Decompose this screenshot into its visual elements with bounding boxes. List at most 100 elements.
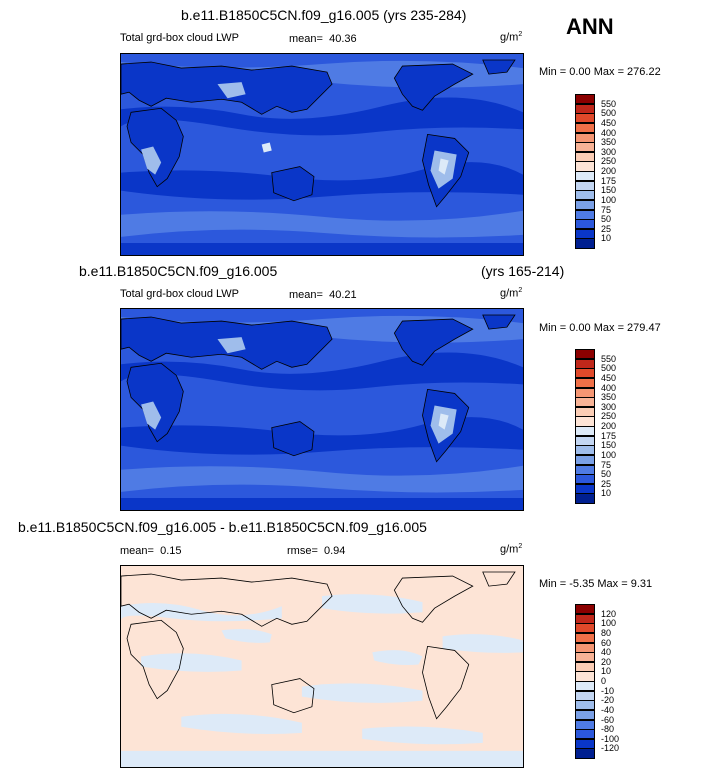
colorbar-label: 500 bbox=[601, 363, 617, 374]
colorbar-swatch bbox=[575, 435, 595, 446]
greenland bbox=[482, 59, 516, 75]
colorbar-swatch bbox=[575, 661, 595, 672]
colorbar-label: 400 bbox=[601, 127, 617, 138]
colorbar-swatch bbox=[575, 738, 595, 749]
panel1-mean: mean= 40.36 bbox=[289, 33, 357, 45]
colorbar-label: 350 bbox=[601, 392, 617, 403]
colorbar-label: 100 bbox=[601, 449, 617, 460]
colorbar-swatch bbox=[575, 729, 595, 740]
colorbar-label: 200 bbox=[601, 166, 617, 176]
panel2-title: b.e11.B1850C5CN.f09_g16.005 bbox=[79, 263, 278, 279]
panel3-rmse: rmse= 0.94 bbox=[287, 545, 345, 557]
colorbar-swatch bbox=[575, 493, 595, 504]
colorbar-swatch bbox=[575, 190, 595, 201]
colorbar-label: 250 bbox=[601, 411, 617, 422]
colorbar-label: -80 bbox=[601, 724, 615, 735]
colorbar-swatch bbox=[575, 349, 595, 360]
colorbar-label: 150 bbox=[601, 440, 617, 451]
australia bbox=[271, 421, 315, 457]
colorbar-swatch bbox=[575, 209, 595, 220]
panel3-map bbox=[120, 565, 524, 768]
colorbar-label: -10 bbox=[601, 685, 615, 696]
colorbar-label: 150 bbox=[601, 185, 617, 196]
panel1-colorbar: 550 500 450 400 350 300 250 200 175 150 100 75 50 25 1… bbox=[575, 94, 695, 249]
panel3-title: b.e11.B1850C5CN.f09_g16.005 - b.e11.B185… bbox=[18, 519, 427, 535]
panel1-units-base: g/m bbox=[500, 31, 519, 44]
panel3-mean-label: mean= bbox=[120, 545, 154, 557]
colorbar-label: 200 bbox=[601, 421, 617, 431]
colorbar-swatch bbox=[575, 709, 595, 720]
colorbar-swatch bbox=[575, 652, 595, 663]
north-america bbox=[393, 63, 474, 111]
colorbar-label: 450 bbox=[601, 372, 617, 383]
colorbar-swatch bbox=[575, 228, 595, 239]
africa bbox=[126, 362, 184, 443]
colorbar-swatch bbox=[575, 161, 595, 172]
colorbar-label: 50 bbox=[601, 469, 612, 480]
band-low-south bbox=[121, 417, 523, 455]
panel3-rmse-value: 0.94 bbox=[324, 545, 346, 557]
colorbar-label: 175 bbox=[601, 175, 617, 186]
diff-negative-patches bbox=[121, 594, 523, 767]
continents bbox=[121, 571, 516, 720]
land-max bbox=[261, 142, 449, 175]
panel2-units-base: g/m bbox=[500, 287, 519, 300]
colorbar-swatch bbox=[575, 199, 595, 210]
panel3-units: g/m2 bbox=[500, 543, 522, 556]
colorbar-swatch bbox=[575, 377, 595, 388]
colorbar-swatch bbox=[575, 671, 595, 682]
colorbar-label: -120 bbox=[601, 743, 620, 754]
colorbar-swatch bbox=[575, 483, 595, 494]
colorbar-label: 250 bbox=[601, 156, 617, 167]
colorbar-label: 400 bbox=[601, 382, 617, 393]
colorbar-label: 80 bbox=[601, 627, 612, 638]
panel3-units-exp: 2 bbox=[518, 543, 523, 550]
colorbar-label: 550 bbox=[601, 353, 617, 364]
colorbar-label: 300 bbox=[601, 146, 617, 157]
colorbar-label: 0 bbox=[601, 676, 607, 686]
colorbar-swatch bbox=[575, 623, 595, 634]
colorbar-swatch bbox=[575, 180, 595, 191]
colorbar-swatch bbox=[575, 700, 595, 711]
colorbar-swatch bbox=[575, 416, 595, 427]
land-max bbox=[438, 413, 449, 430]
panel2-years: (yrs 165-214) bbox=[481, 263, 565, 279]
panel3-colorbar: 120 100 80 60 40 20 10 0 -10 -20 -40 -60 -80 -100 -120 bbox=[575, 604, 695, 759]
colorbar-swatch bbox=[575, 474, 595, 485]
colorbar-swatch bbox=[575, 681, 595, 692]
panel1-mean-label: mean= bbox=[289, 33, 323, 45]
colorbar-label: 500 bbox=[601, 108, 617, 119]
panel3-units-base: g/m bbox=[500, 543, 519, 556]
colorbar-label: 25 bbox=[601, 478, 612, 489]
colorbar-swatch bbox=[575, 613, 595, 624]
colorbar-swatch bbox=[575, 426, 595, 437]
panel3-rmse-label: rmse= bbox=[287, 545, 318, 557]
colorbar-label: 20 bbox=[601, 656, 612, 667]
panel2-units-exp: 2 bbox=[518, 287, 523, 294]
colorbar-label: 25 bbox=[601, 223, 612, 234]
season-label: ANN bbox=[566, 14, 614, 39]
colorbar-swatch bbox=[575, 171, 595, 182]
panel2-colorbar: 550 500 450 400 350 300 250 200 175 150 100 75 50 25 1… bbox=[575, 349, 695, 504]
panel1-mean-value: 40.36 bbox=[329, 33, 357, 45]
colorbar-label: 50 bbox=[601, 214, 612, 225]
colorbar-label: 40 bbox=[601, 647, 612, 658]
colorbar-swatch bbox=[575, 103, 595, 114]
panel2-mean: mean= 40.21 bbox=[289, 289, 357, 301]
australia bbox=[271, 166, 315, 202]
panel2-mean-value: 40.21 bbox=[329, 289, 357, 301]
panel1-range: Min = 0.00 Max = 276.22 bbox=[539, 66, 661, 78]
colorbar-label: -100 bbox=[601, 733, 620, 744]
band-antarctic bbox=[121, 242, 523, 255]
band-storm-south bbox=[121, 465, 523, 493]
band-low-south bbox=[121, 162, 523, 200]
panel2-range: Min = 0.00 Max = 279.47 bbox=[539, 322, 661, 334]
colorbar-label: 60 bbox=[601, 637, 612, 648]
panel1-units-exp: 2 bbox=[518, 31, 523, 38]
colorbar-label: 100 bbox=[601, 194, 617, 205]
colorbar-swatch bbox=[575, 632, 595, 643]
colorbar-swatch bbox=[575, 642, 595, 653]
panel2-map bbox=[120, 308, 524, 511]
colorbar-swatch bbox=[575, 358, 595, 369]
band-storm-south bbox=[121, 210, 523, 238]
